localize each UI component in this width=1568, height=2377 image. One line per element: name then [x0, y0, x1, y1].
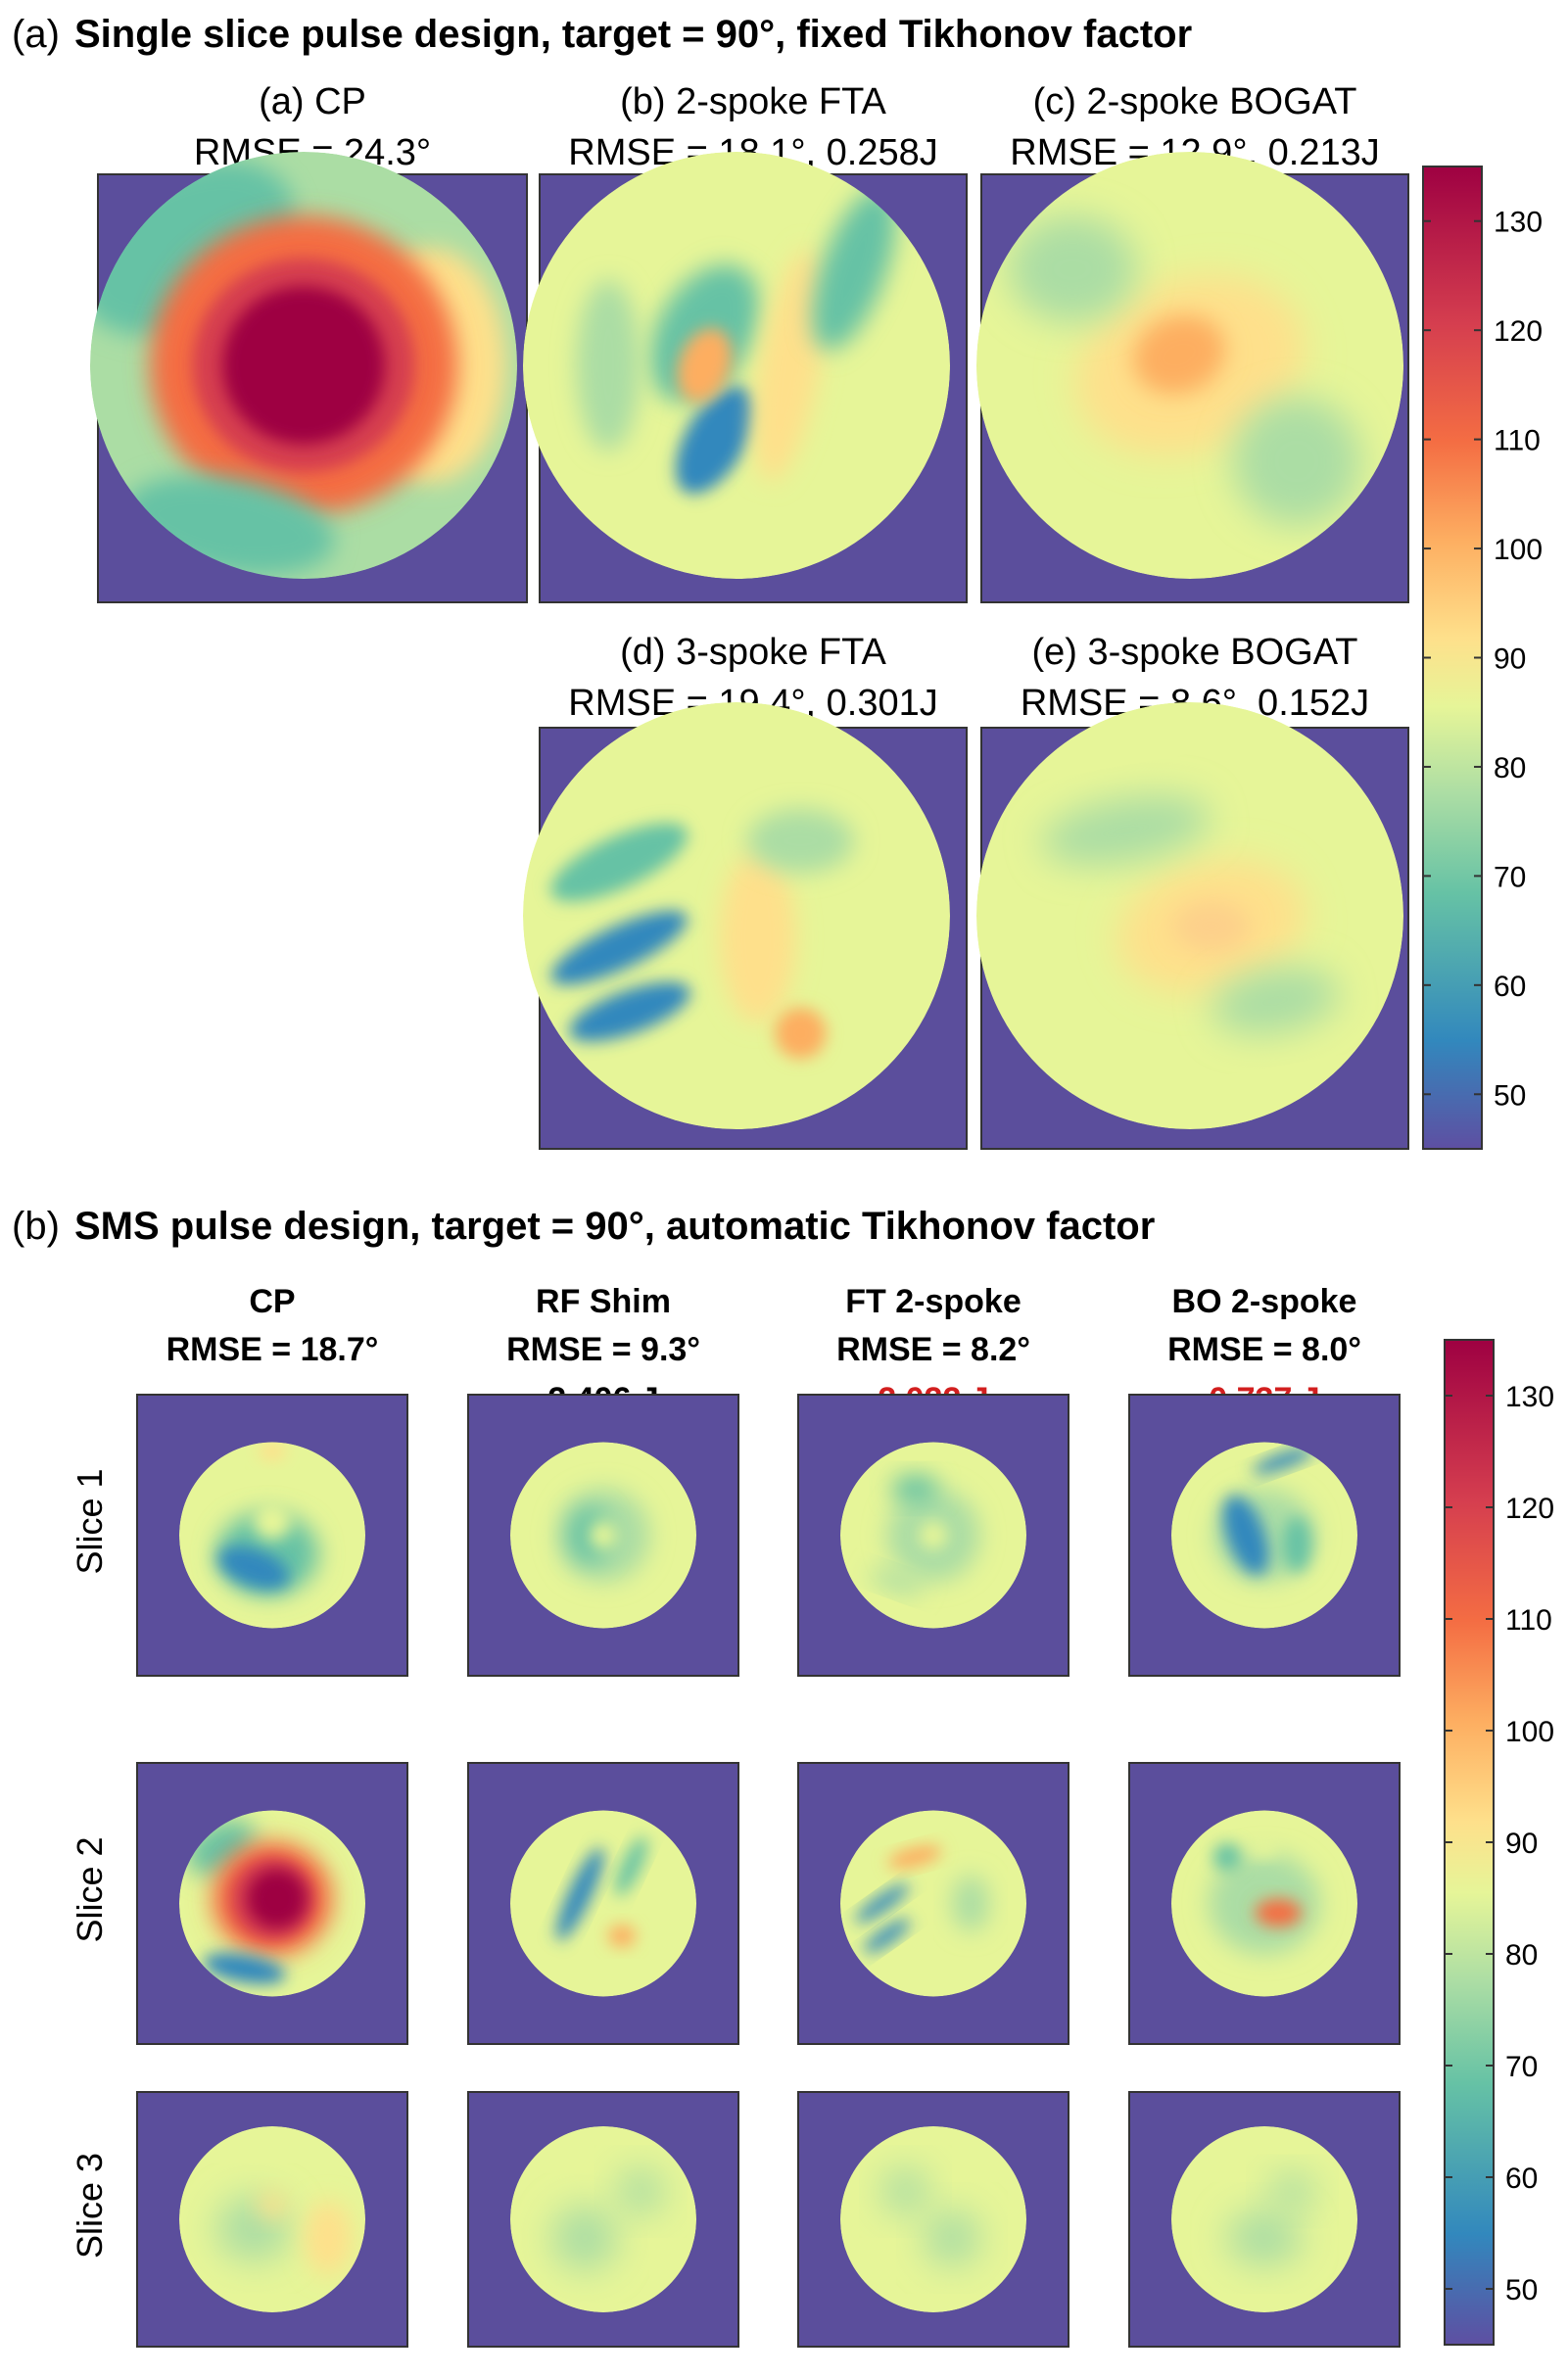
field-map	[1171, 1442, 1357, 1629]
column-name: RF Shim	[536, 1283, 671, 1320]
panel-b-r0-c3	[1128, 1394, 1401, 1677]
field-map	[510, 1810, 696, 1997]
colorbar-tick: 70	[1505, 2051, 1538, 2083]
colorbar-tick: 80	[1494, 752, 1526, 784]
panel-a-label: (c) 2-spoke BOGAT	[1033, 81, 1357, 122]
colorbar-tick: 90	[1505, 1828, 1538, 1860]
colorbar-tick: 110	[1494, 425, 1541, 457]
panel-b-r1-c1	[467, 1762, 739, 2045]
section-a-title: Single slice pulse design, target = 90°,…	[74, 13, 1192, 56]
column-rmse: RMSE = 8.2°	[836, 1331, 1030, 1368]
field-map	[976, 702, 1403, 1129]
colorbar-tick: 120	[1494, 315, 1543, 348]
field-map	[179, 1810, 365, 1997]
field-map	[90, 152, 517, 579]
field-map	[179, 2126, 365, 2312]
panel-a-4	[976, 702, 1409, 1150]
panel-a-3	[523, 702, 968, 1150]
panel-b-r1-c3	[1128, 1762, 1401, 2045]
colorbar-tick: 130	[1505, 1381, 1554, 1413]
field-map	[840, 1810, 1026, 1997]
colorbar-tick: 130	[1494, 207, 1543, 239]
colorbar-tick: 100	[1505, 1716, 1554, 1748]
column-rmse: RMSE = 18.7°	[166, 1331, 379, 1368]
panel-b-r2-c0	[136, 2091, 408, 2348]
field-map	[510, 2126, 696, 2312]
colorbar-tick: 60	[1505, 2163, 1538, 2195]
panel-b-r2-c1	[467, 2091, 739, 2348]
colorbar-tick: 80	[1505, 1939, 1538, 1972]
colorbar-a: 130 120 110 100 90 80 70 60 50	[1422, 166, 1543, 1150]
panel-a-label: (d) 3-spoke FTA	[620, 632, 886, 673]
field-map	[523, 152, 950, 579]
column-rmse: RMSE = 8.0°	[1167, 1331, 1361, 1368]
row-label: Slice 3	[70, 2153, 110, 2258]
field-map	[523, 702, 950, 1129]
column-name: BO 2-spoke	[1172, 1283, 1357, 1320]
section-a-prefix: (a)	[12, 13, 60, 56]
panel-a-2	[976, 152, 1409, 603]
field-map	[179, 1442, 365, 1629]
field-map	[1171, 2126, 1357, 2312]
column-name: FT 2-spoke	[845, 1283, 1021, 1320]
panel-a-0	[90, 152, 528, 603]
colorbar-tick: 50	[1505, 2274, 1538, 2306]
panel-b-r1-c0	[136, 1762, 408, 2045]
row-labels: Slice 1 Slice 2 Slice 3	[70, 1468, 110, 2258]
panel-a-label: (b) 2-spoke FTA	[620, 81, 886, 122]
panel-b-r1-c2	[797, 1762, 1069, 2045]
column-rmse: RMSE = 9.3°	[506, 1331, 700, 1368]
row-label: Slice 1	[70, 1468, 110, 1574]
field-map	[976, 152, 1403, 579]
colorbar-b: 130 120 110 100 90 80 70 60 50	[1444, 1339, 1554, 2346]
panel-a-label: (e) 3-spoke BOGAT	[1032, 632, 1358, 673]
field-map	[840, 2126, 1026, 2312]
colorbar-tick: 70	[1494, 861, 1526, 893]
section-b-title: SMS pulse design, target = 90°, automati…	[74, 1205, 1155, 1248]
panel-a-1	[523, 152, 968, 603]
colorbar-tick: 60	[1494, 971, 1526, 1003]
colorbar-tick: 90	[1494, 643, 1526, 676]
field-map	[510, 1442, 696, 1629]
section-b-panels	[136, 1394, 1401, 2348]
colorbar-tick: 110	[1505, 1604, 1552, 1637]
field-map	[840, 1442, 1026, 1629]
panel-a-label: (a) CP	[259, 81, 366, 122]
colorbar-tick: 120	[1505, 1493, 1554, 1525]
panel-b-r2-c2	[797, 2091, 1069, 2348]
colorbar-tick: 100	[1494, 534, 1543, 566]
panel-b-r0-c1	[467, 1394, 739, 1677]
column-name: CP	[249, 1283, 295, 1320]
section-b-prefix: (b)	[12, 1205, 60, 1248]
panel-b-r2-c3	[1128, 2091, 1401, 2348]
panel-b-r0-c2	[797, 1394, 1069, 1677]
panel-b-r0-c0	[136, 1394, 408, 1677]
field-map	[1171, 1810, 1357, 1997]
colorbar-tick: 50	[1494, 1079, 1526, 1112]
row-label: Slice 2	[70, 1836, 110, 1942]
